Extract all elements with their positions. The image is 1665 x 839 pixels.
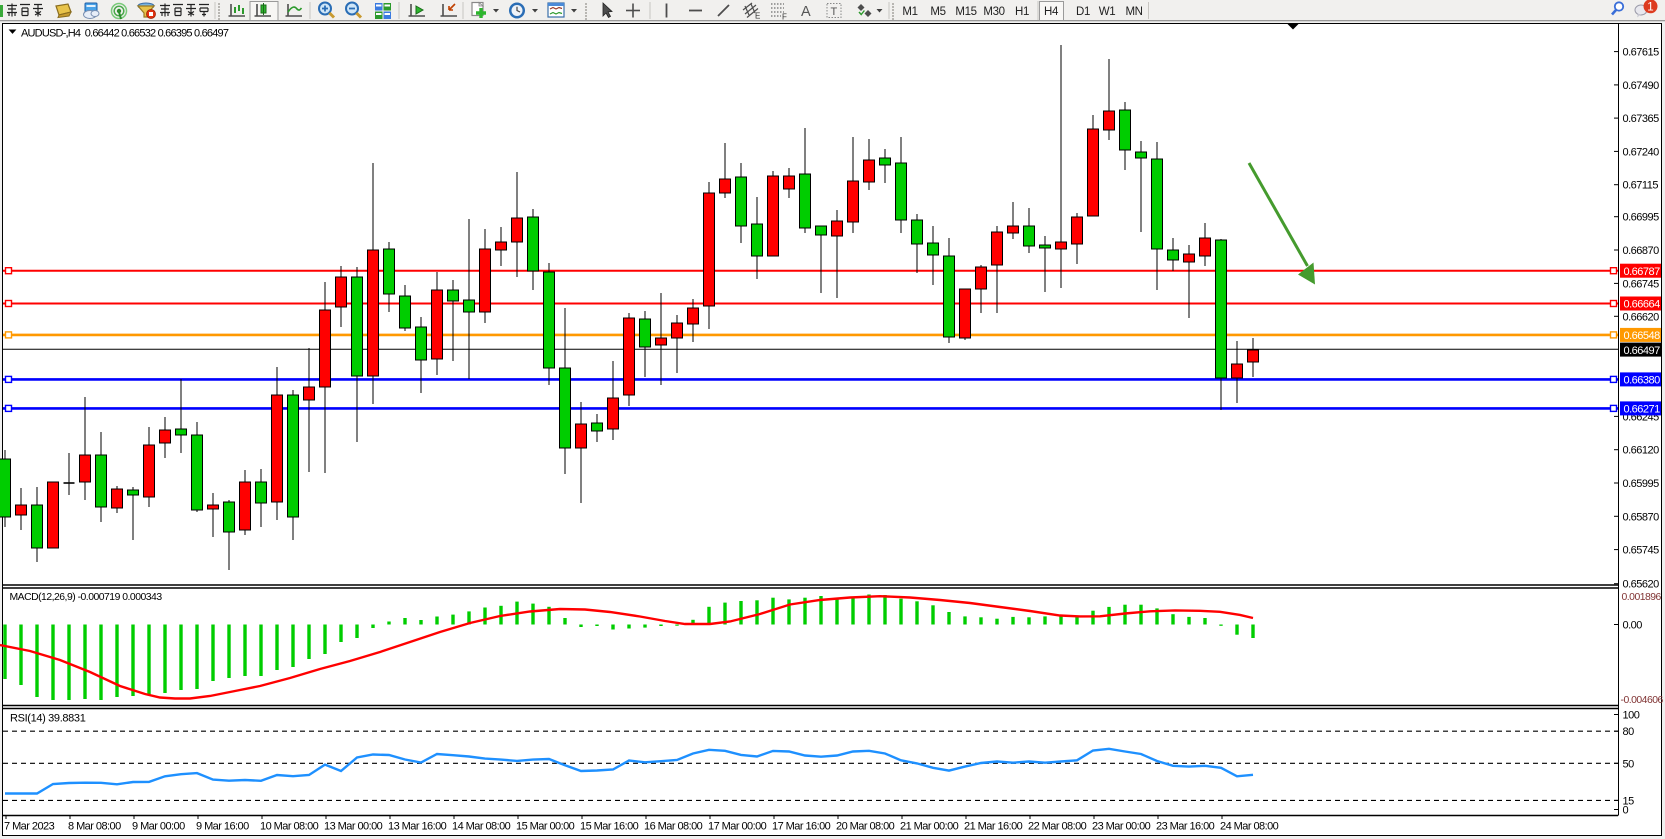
svg-text:0.67615: 0.67615: [1623, 47, 1660, 59]
svg-text:0: 0: [1623, 805, 1629, 817]
svg-text:15 Mar 16:00: 15 Mar 16:00: [580, 821, 639, 833]
svg-text:M1: M1: [902, 6, 917, 18]
svg-text:H1: H1: [1015, 6, 1029, 18]
svg-text:100: 100: [1623, 710, 1640, 722]
svg-text:24 Mar 08:00: 24 Mar 08:00: [1220, 821, 1279, 833]
svg-text:7 Mar 2023: 7 Mar 2023: [4, 821, 55, 833]
svg-text:D1: D1: [1076, 6, 1090, 18]
svg-text:0.65620: 0.65620: [1623, 579, 1660, 591]
svg-text:9 Mar 16:00: 9 Mar 16:00: [196, 821, 249, 833]
svg-text:0.65995: 0.65995: [1623, 478, 1660, 490]
svg-text:T: T: [831, 6, 838, 18]
svg-text:RSI(14) 39.8831: RSI(14) 39.8831: [10, 713, 86, 725]
svg-text:1: 1: [1647, 2, 1653, 14]
svg-text:H4: H4: [1044, 6, 1059, 18]
svg-text:0.66497: 0.66497: [1624, 345, 1661, 357]
svg-text:M5: M5: [930, 6, 945, 18]
svg-text:13 Mar 00:00: 13 Mar 00:00: [324, 821, 383, 833]
svg-text:21 Mar 16:00: 21 Mar 16:00: [964, 821, 1023, 833]
svg-text:A: A: [801, 4, 811, 20]
svg-text:0.66620: 0.66620: [1623, 311, 1660, 323]
svg-text:0.67115: 0.67115: [1623, 180, 1659, 192]
svg-text:F: F: [782, 13, 787, 22]
svg-text:0.66745: 0.66745: [1623, 278, 1660, 290]
svg-text:15: 15: [1623, 795, 1635, 807]
svg-text:0.66271: 0.66271: [1624, 404, 1661, 416]
svg-text:13 Mar 16:00: 13 Mar 16:00: [388, 821, 447, 833]
svg-text:0.67490: 0.67490: [1623, 80, 1660, 92]
svg-text:-0.004606: -0.004606: [1621, 695, 1664, 706]
svg-text:0.66380: 0.66380: [1624, 375, 1661, 387]
svg-text:17 Mar 00:00: 17 Mar 00:00: [708, 821, 767, 833]
svg-text:0.66664: 0.66664: [1624, 299, 1661, 311]
svg-text:22 Mar 08:00: 22 Mar 08:00: [1028, 821, 1087, 833]
svg-text:21 Mar 00:00: 21 Mar 00:00: [900, 821, 959, 833]
svg-text:14 Mar 08:00: 14 Mar 08:00: [452, 821, 511, 833]
svg-text:0.67240: 0.67240: [1623, 146, 1660, 158]
svg-text:17 Mar 16:00: 17 Mar 16:00: [772, 821, 831, 833]
svg-text:15 Mar 00:00: 15 Mar 00:00: [516, 821, 575, 833]
svg-text:MACD(12,26,9) -0.000719 0.0003: MACD(12,26,9) -0.000719 0.000343: [10, 592, 163, 603]
svg-text:23 Mar 00:00: 23 Mar 00:00: [1092, 821, 1151, 833]
svg-text:9 Mar 00:00: 9 Mar 00:00: [132, 821, 185, 833]
svg-text:0.00: 0.00: [1623, 620, 1643, 632]
svg-text:16 Mar 08:00: 16 Mar 08:00: [644, 821, 703, 833]
svg-text:0.66995: 0.66995: [1623, 212, 1660, 224]
svg-text:80: 80: [1623, 726, 1635, 738]
svg-text:0.66787: 0.66787: [1624, 266, 1661, 278]
svg-text:M30: M30: [983, 6, 1004, 18]
svg-text:AUDUSD-,H4 0.66442 0.66532 0.: AUDUSD-,H4 0.66442 0.66532 0.66395 0.664…: [21, 27, 229, 39]
svg-text:0.66870: 0.66870: [1623, 245, 1660, 257]
svg-text:50: 50: [1623, 758, 1635, 770]
svg-text:M15: M15: [955, 6, 976, 18]
svg-text:20 Mar 08:00: 20 Mar 08:00: [836, 821, 895, 833]
svg-text:MN: MN: [1125, 6, 1142, 18]
svg-text:10 Mar 08:00: 10 Mar 08:00: [260, 821, 319, 833]
svg-text:0.66548: 0.66548: [1624, 330, 1661, 342]
svg-text:0.65870: 0.65870: [1623, 511, 1660, 523]
svg-text:E: E: [755, 12, 760, 21]
svg-text:0.67365: 0.67365: [1623, 113, 1660, 125]
svg-text:0.66120: 0.66120: [1623, 445, 1660, 457]
svg-text:8 Mar 08:00: 8 Mar 08:00: [68, 821, 121, 833]
svg-text:W1: W1: [1099, 6, 1115, 18]
svg-text:23 Mar 16:00: 23 Mar 16:00: [1156, 821, 1215, 833]
svg-text:0.001896: 0.001896: [1622, 592, 1662, 603]
svg-text:0.65745: 0.65745: [1623, 545, 1660, 557]
